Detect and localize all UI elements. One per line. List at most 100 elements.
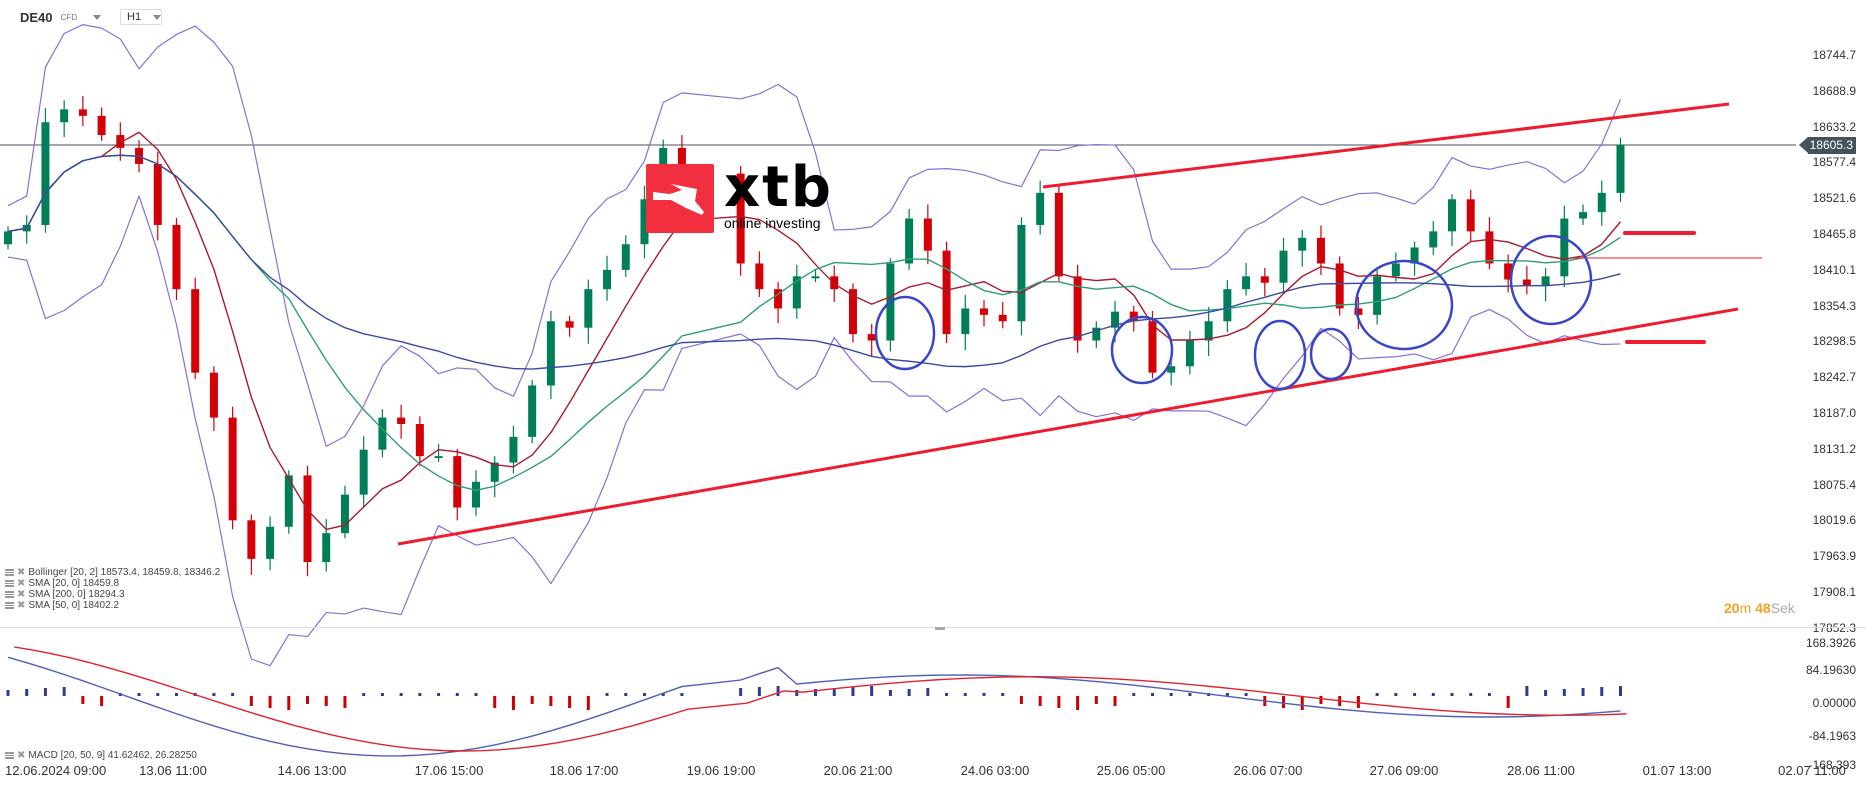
legend-row[interactable]: ✖ SMA [200, 0] 18294.3 (5, 589, 125, 600)
annotation-circle (874, 295, 936, 371)
bearish-candle (78, 109, 87, 116)
close-icon[interactable]: ✖ (17, 600, 26, 611)
macd-hist-neg (343, 696, 347, 708)
settings-icon[interactable] (5, 752, 14, 759)
macd-hist-neg (249, 696, 253, 706)
legend-row[interactable]: ✖ SMA [50, 0] 18402.2 (5, 600, 119, 611)
settings-icon[interactable] (5, 580, 14, 587)
bullish-candle (640, 199, 649, 245)
macd-hist-neg (1319, 696, 1323, 704)
bullish-candle (340, 494, 349, 534)
macd-hist-neg (81, 696, 85, 704)
price-tick-label: 18019.6 (1812, 513, 1856, 528)
bearish-candle (415, 424, 424, 457)
bearish-candle (153, 163, 162, 225)
settings-icon[interactable] (5, 602, 14, 609)
macd-hist-pos (661, 693, 665, 696)
bullish-candle (1204, 321, 1213, 341)
macd-hist-pos (1525, 686, 1529, 696)
macd-hist-neg (1057, 696, 1061, 708)
price-tick-label: 18688.9 (1812, 83, 1856, 98)
bullish-candle (1167, 366, 1176, 373)
bearish-candle (172, 224, 181, 290)
macd-legend[interactable]: ✖ MACD [20, 50, 9] 41.62462, 26.28250 (5, 750, 197, 761)
time-tick-label: 20.06 21:00 (823, 763, 893, 778)
macd-hist-pos (455, 693, 459, 696)
annotation-circle (1253, 319, 1307, 391)
pane-divider (0, 627, 1866, 628)
bearish-candle (565, 321, 574, 328)
timer-seconds: 48 (1755, 600, 1771, 616)
macd-hist-pos (642, 693, 646, 696)
timer-sec-unit: Sek (1770, 600, 1795, 616)
macd-hist-pos (1618, 686, 1622, 696)
time-tick-label: 25.06 05:00 (1096, 763, 1166, 778)
price-tick-label: 18633.2 (1812, 119, 1856, 134)
chevron-down-icon[interactable] (92, 15, 101, 20)
bearish-candle (980, 308, 988, 315)
macd-hist-pos (362, 693, 366, 696)
macd-hist-pos (418, 693, 422, 696)
time-tick-label: 26.06 07:00 (1233, 763, 1303, 778)
bullish-candle (322, 533, 331, 563)
bullish-candle (961, 308, 970, 335)
bullish-candle (284, 475, 293, 527)
macd-hist-pos (1169, 693, 1173, 696)
bullish-candle (60, 109, 69, 123)
macd-hist-neg (549, 696, 553, 706)
macd-hist-pos (926, 688, 930, 696)
macd-line (7, 656, 1621, 757)
macd-tick-label: 0.00000 (1812, 696, 1856, 710)
sma-20-line (7, 131, 1622, 531)
macd-hist-pos (739, 688, 743, 696)
time-tick-label: 14.06 13:00 (277, 763, 347, 778)
macd-hist-pos (437, 693, 441, 696)
settings-icon[interactable] (5, 591, 14, 598)
bullish-candle (1111, 311, 1120, 328)
macd-hist-neg (306, 696, 310, 704)
symbol-selector[interactable]: DE40 CFD (20, 10, 101, 25)
bullish-candle (1298, 237, 1307, 251)
bearish-candle (1316, 237, 1325, 264)
close-icon[interactable]: ✖ (17, 567, 26, 578)
pane-resize-handle[interactable] (935, 627, 945, 630)
current-price-tag: 18605.3 (1798, 137, 1856, 154)
macd-hist-pos (1375, 693, 1379, 696)
bearish-candle (1129, 311, 1138, 322)
legend-row[interactable]: ✖ SMA [20, 0] 18459.8 (5, 578, 119, 589)
macd-hist-neg (1506, 696, 1510, 708)
timeframe-select[interactable]: H1 (120, 9, 162, 25)
bollinger-upper (7, 23, 1622, 447)
macd-hist-pos (62, 687, 66, 696)
macd-hist-pos (137, 693, 141, 696)
close-icon[interactable]: ✖ (17, 589, 26, 600)
timeframe-value: H1 (127, 11, 142, 23)
macd-hist-neg (268, 696, 272, 708)
bullish-candle (1185, 340, 1194, 367)
bearish-candle (774, 289, 783, 309)
close-icon[interactable]: ✖ (17, 578, 26, 589)
macd-hist-pos (1244, 693, 1248, 696)
bullish-candle (1448, 199, 1456, 232)
bullish-candle (266, 526, 275, 559)
xtb-logo: xtb online investing (646, 160, 833, 233)
price-tick-label: 18410.1 (1812, 262, 1856, 277)
settings-icon[interactable] (5, 569, 14, 576)
macd-hist-neg (287, 696, 291, 710)
bollinger-lower (7, 195, 1621, 667)
bearish-candle (1504, 263, 1513, 280)
bullish-candle (905, 218, 914, 264)
macd-hist-neg (1300, 696, 1304, 710)
bearish-candle (1466, 199, 1475, 232)
close-icon[interactable]: ✖ (17, 750, 26, 761)
bullish-candle (378, 417, 387, 450)
legend-row[interactable]: ✖ Bollinger [20, 2] 18573.4, 18459.8, 183… (5, 567, 220, 578)
price-tick-label: 18577.4 (1812, 155, 1856, 170)
macd-hist-pos (1413, 693, 1417, 696)
symbol-name: DE40 (20, 10, 53, 25)
macd-hist-neg (586, 696, 590, 710)
bearish-candle (247, 520, 256, 559)
bullish-candle (1223, 289, 1232, 322)
